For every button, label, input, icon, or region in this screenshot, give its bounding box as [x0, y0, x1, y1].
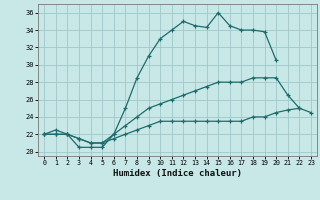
X-axis label: Humidex (Indice chaleur): Humidex (Indice chaleur)	[113, 169, 242, 178]
